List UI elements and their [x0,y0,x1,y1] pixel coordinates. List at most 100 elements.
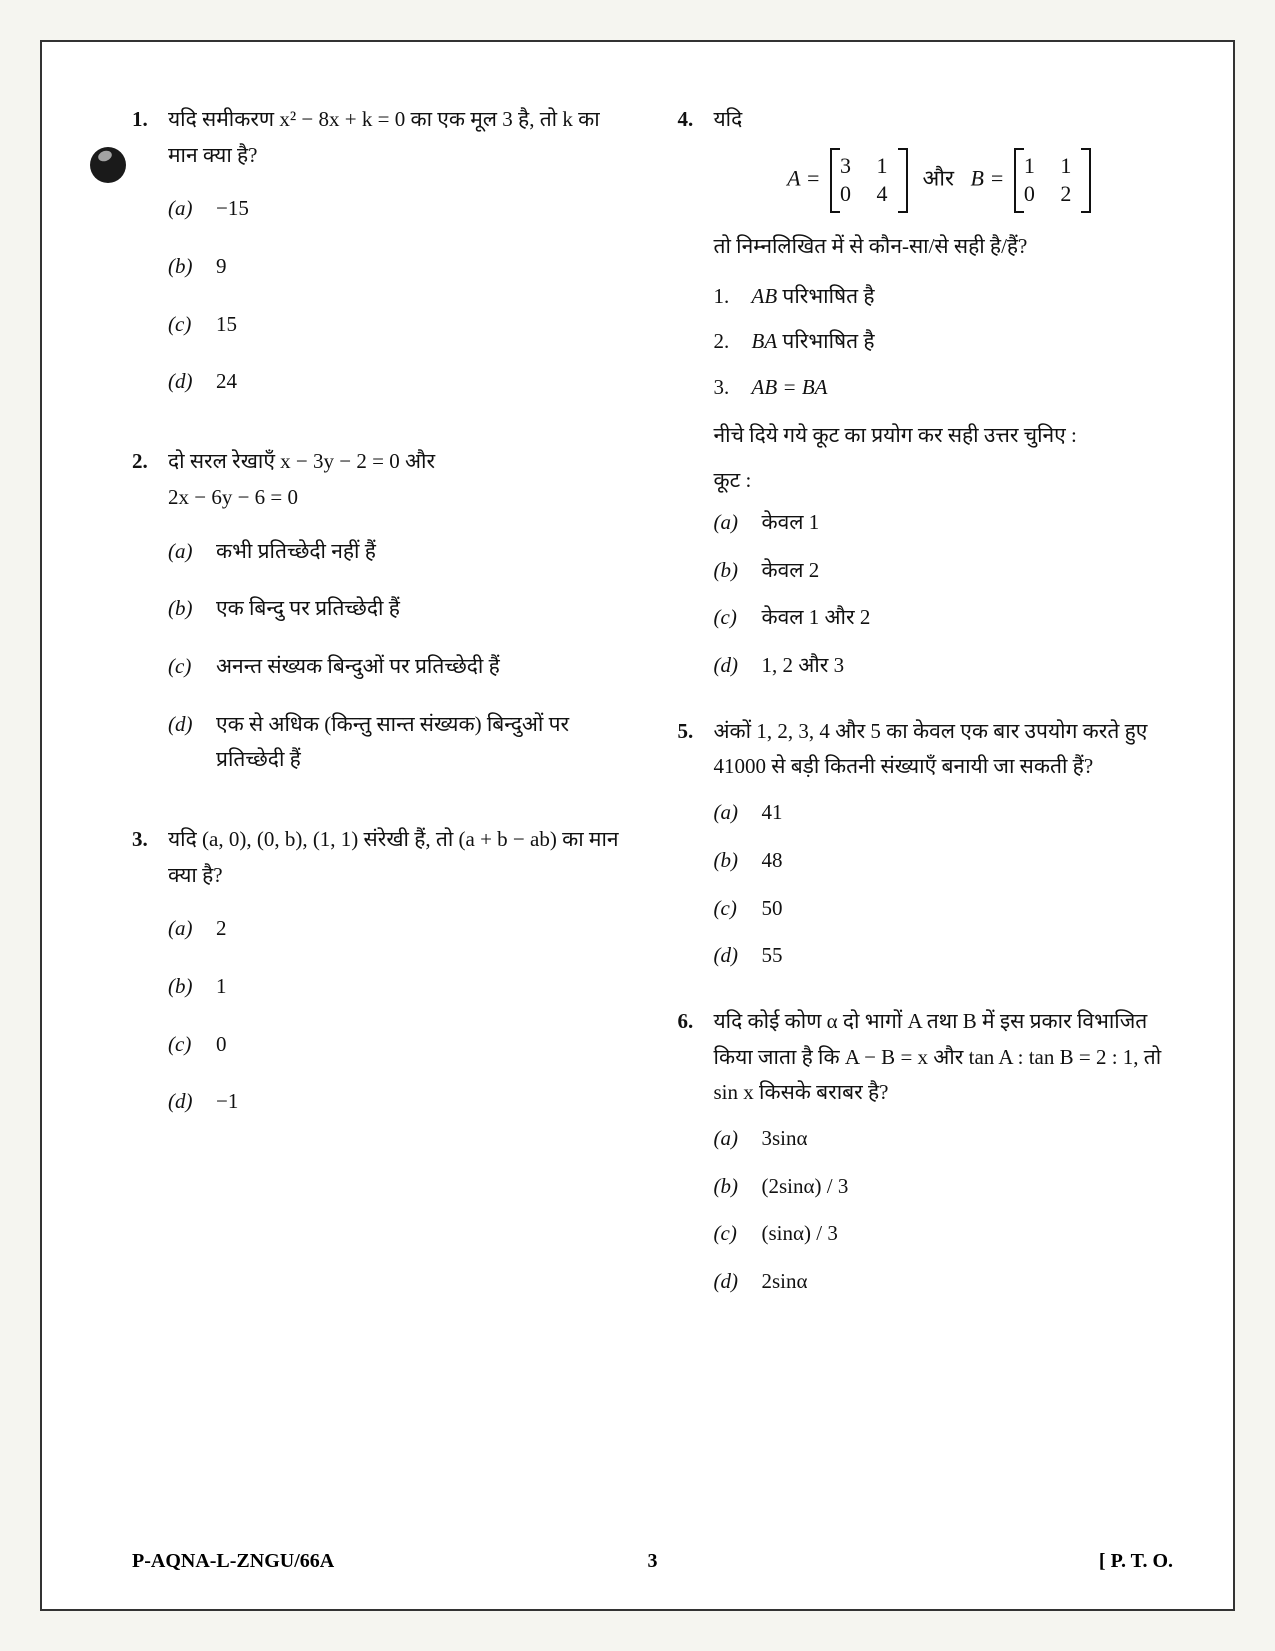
right-column: 4. यदि A = 3 1 0 4 और B = 1 1 0 2 [678,102,1174,1509]
opt-label-b: (b) [714,1169,748,1205]
matrix-B: 1 1 0 2 [1014,148,1092,213]
q1-opt-d: 24 [216,364,237,400]
q2-opt-c: अनन्त संख्यक बिन्दुओं पर प्रतिच्छेदी हैं [216,649,500,685]
and-label: और [923,165,955,190]
q2-opt-a: कभी प्रतिच्छेदी नहीं हैं [216,534,376,570]
q5-opt-d: 55 [762,938,783,974]
q2-number: 2. [132,444,158,515]
q3-options: (a) 2 (b) 1 (c) 0 (d) −1 [132,911,628,1120]
q6-options: (a) 3sinα (b) (2sinα) / 3 (c) (sinα) / 3 (d… [678,1121,1174,1300]
q6-opt-c: (sinα) / 3 [762,1216,838,1252]
opt-label-d: (d) [168,1084,202,1120]
q4-text: यदि [714,102,1174,138]
q2-text-line1: दो सरल रेखाएँ x − 3y − 2 = 0 और 2x − 6y … [168,444,628,515]
q5-opt-a: 41 [762,795,783,831]
matrix-A-row2: 0 4 [840,180,898,209]
matrix-A-label: A = [787,165,820,190]
q4-opt-a: केवल 1 [762,505,820,541]
opt-label-d: (d) [168,364,202,400]
q6-opt-a: 3sinα [762,1121,808,1157]
q4-number: 4. [678,102,704,138]
matrix-B-row2: 0 2 [1024,180,1082,209]
q2-options: (a) कभी प्रतिच्छेदी नहीं हैं (b) एक बिन्दु… [132,534,628,778]
matrix-A-row1: 3 1 [840,152,898,181]
opt-label-b: (b) [168,249,202,285]
q2-l2: 2x − 6y − 6 = 0 [168,485,298,509]
q1-opt-a: −15 [216,191,249,227]
q5-text: अंकों 1, 2, 3, 4 और 5 का केवल एक बार उपय… [714,714,1174,785]
q4-instr: नीचे दिये गये कूट का प्रयोग कर सही उत्तर… [678,418,1174,454]
opt-label-c: (c) [168,649,202,685]
q6-text: यदि कोई कोण α दो भागों A तथा B में इस प्… [714,1004,1174,1111]
matrix-B-label: B = [971,165,1005,190]
q2-opt-d: एक से अधिक (किन्तु सान्त संख्यक) बिन्दुओ… [216,707,628,778]
opt-label-d: (d) [714,938,748,974]
q4-s1: AB AB परिभाषित हैपरिभाषित है [752,279,875,315]
question-6: 6. यदि कोई कोण α दो भागों A तथा B में इस… [678,1004,1174,1300]
footer-right: [ P. T. O. [1099,1550,1173,1573]
q6-number: 6. [678,1004,704,1111]
q1-text: यदि समीकरण x² − 8x + k = 0 का एक मूल 3 ह… [168,102,628,173]
q4-kuta-label: कूट : [678,463,1174,499]
q3-opt-a: 2 [216,911,227,947]
stmt-num-2: 2. [714,324,740,360]
matrix-A: 3 1 0 4 [830,148,908,213]
opt-label-b: (b) [714,843,748,879]
question-2: 2. दो सरल रेखाएँ x − 3y − 2 = 0 और 2x − … [132,444,628,778]
opt-label-a: (a) [168,911,202,947]
opt-label-a: (a) [714,1121,748,1157]
punch-hole-mark [90,147,126,183]
q3-opt-b: 1 [216,969,227,1005]
opt-label-a: (a) [714,795,748,831]
q5-opt-b: 48 [762,843,783,879]
q4-options: (a) केवल 1 (b) केवल 2 (c) केवल 1 और 2 (d) 1,… [678,505,1174,684]
q6-opt-b: (2sinα) / 3 [762,1169,849,1205]
q5-number: 5. [678,714,704,785]
opt-label-d: (d) [168,707,202,778]
q1-number: 1. [132,102,158,173]
q3-text: यदि (a, 0), (0, b), (1, 1) संरेखी हैं, त… [168,822,628,893]
q3-opt-d: −1 [216,1084,238,1120]
opt-label-d: (d) [714,1264,748,1300]
opt-label-b: (b) [168,591,202,627]
opt-label-c: (c) [168,307,202,343]
opt-label-c: (c) [714,1216,748,1252]
question-5: 5. अंकों 1, 2, 3, 4 और 5 का केवल एक बार … [678,714,1174,974]
opt-label-c: (c) [714,891,748,927]
footer-page-number: 3 [648,1550,658,1573]
question-1: 1. यदि समीकरण x² − 8x + k = 0 का एक मूल … [132,102,628,400]
opt-label-c: (c) [714,600,748,636]
q3-opt-c: 0 [216,1027,227,1063]
opt-label-a: (a) [714,505,748,541]
q6-opt-d: 2sinα [762,1264,808,1300]
opt-label-b: (b) [714,553,748,589]
left-column: 1. यदि समीकरण x² − 8x + k = 0 का एक मूल … [132,102,628,1509]
content-columns: 1. यदि समीकरण x² − 8x + k = 0 का एक मूल … [132,102,1173,1509]
exam-page: 1. यदि समीकरण x² − 8x + k = 0 का एक मूल … [40,40,1235,1611]
q5-options: (a) 41 (b) 48 (c) 50 (d) 55 [678,795,1174,974]
q4-opt-d: 1, 2 और 3 [762,648,845,684]
q3-number: 3. [132,822,158,893]
q1-opt-b: 9 [216,249,227,285]
opt-label-d: (d) [714,648,748,684]
q1-options: (a) −15 (b) 9 (c) 15 (d) 24 [132,191,628,400]
question-4: 4. यदि A = 3 1 0 4 और B = 1 1 0 2 [678,102,1174,684]
q4-matrices: A = 3 1 0 4 और B = 1 1 0 2 [678,148,1174,213]
q4-opt-b: केवल 2 [762,553,820,589]
opt-label-a: (a) [168,191,202,227]
opt-label-b: (b) [168,969,202,1005]
q4-opt-c: केवल 1 और 2 [762,600,871,636]
opt-label-c: (c) [168,1027,202,1063]
q4-follow: तो निम्नलिखित में से कौन-सा/से सही है/है… [678,229,1174,265]
q4-statements: 1.AB AB परिभाषित हैपरिभाषित है 2.BA परिभ… [678,279,1174,406]
footer-left: P-AQNA-L-ZNGU/66A [132,1550,334,1573]
stmt-num-3: 3. [714,370,740,406]
q1-opt-c: 15 [216,307,237,343]
q4-s2: BA परिभाषित है [752,324,875,360]
q2-l1: दो सरल रेखाएँ x − 3y − 2 = 0 और [168,449,435,473]
q2-opt-b: एक बिन्दु पर प्रतिच्छेदी हैं [216,591,400,627]
question-3: 3. यदि (a, 0), (0, b), (1, 1) संरेखी हैं… [132,822,628,1120]
matrix-B-row1: 1 1 [1024,152,1082,181]
q5-opt-c: 50 [762,891,783,927]
opt-label-a: (a) [168,534,202,570]
